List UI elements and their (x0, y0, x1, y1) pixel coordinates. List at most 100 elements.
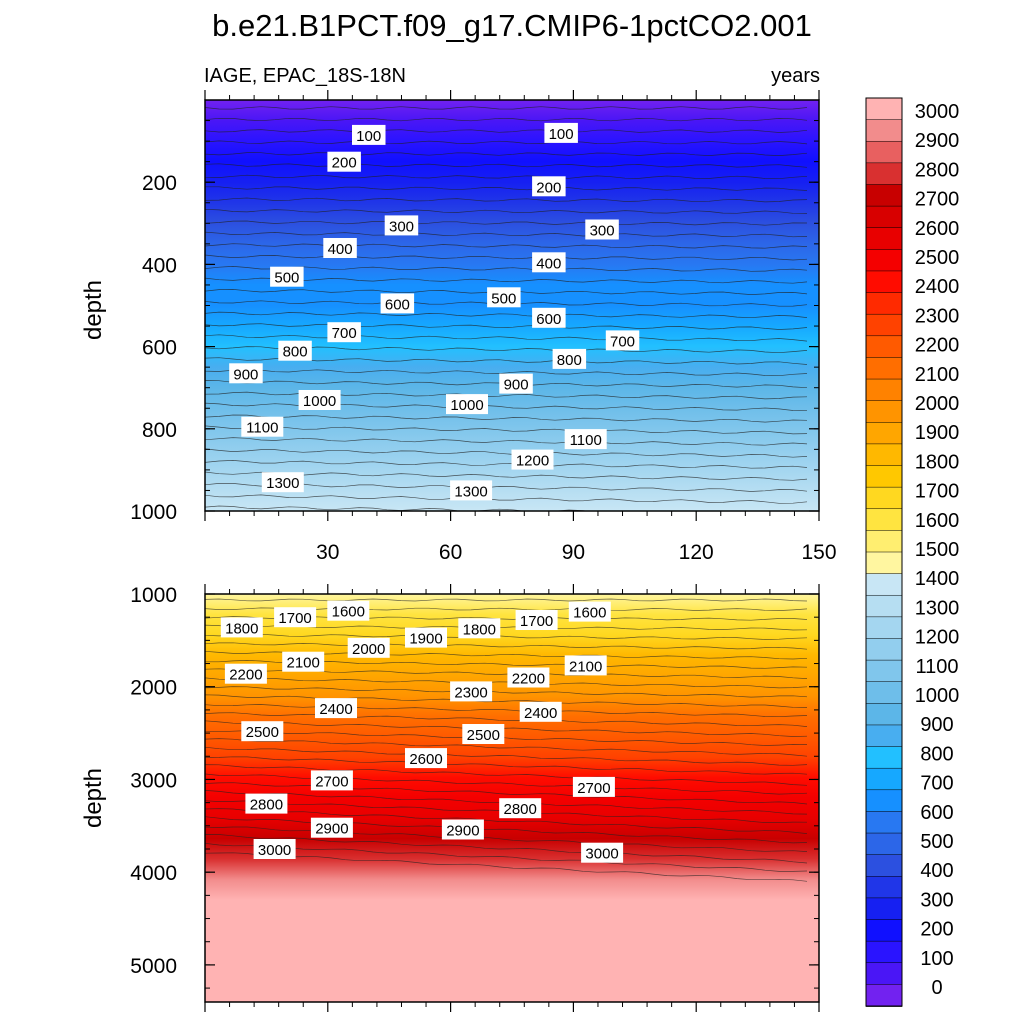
contour-label-box (450, 480, 493, 501)
y-tick-label: 3000 (130, 770, 177, 793)
contour-label-box (327, 322, 361, 343)
contour-label-box (323, 238, 357, 258)
contour-label: 200 (536, 179, 561, 196)
x-tick-label: 30 (316, 541, 339, 564)
colorbar-segment (865, 227, 903, 251)
contour-label-box (552, 348, 587, 369)
colorbar-segment (865, 422, 903, 445)
colorbar-segment (865, 313, 903, 337)
lower-contour-labels: 1600 1600 1700 1700 1800 1800 1900 2000 2100 2100… (220, 600, 624, 863)
contour-label-box (519, 701, 562, 722)
colorbar-segment (865, 465, 903, 488)
colorbar-segment (865, 746, 903, 770)
contour-label: 500 (274, 270, 299, 287)
contour-label: 800 (557, 352, 582, 369)
contour-label: 700 (610, 333, 635, 350)
contour-label-box (568, 601, 611, 622)
upper-contour-line (205, 163, 808, 168)
y-tick-label: 1000 (130, 584, 177, 607)
colorbar-segment (865, 984, 903, 1007)
contour-label: 2600 (409, 751, 442, 768)
units-label: years (771, 65, 820, 87)
contour-label: 2200 (512, 671, 545, 688)
colorbar-segment (865, 530, 903, 553)
upper-contour-lines (205, 106, 808, 511)
contour-label-box (515, 610, 558, 630)
lower-contour-line (205, 834, 808, 864)
y-tick-label: 2000 (130, 677, 177, 700)
contour-label: 600 (385, 296, 410, 313)
contour-label: 300 (389, 218, 414, 235)
contour-label-box (499, 373, 533, 394)
lower-contour-line (205, 808, 808, 834)
contour-label: 1600 (332, 604, 365, 621)
contour-label: 3000 (258, 842, 291, 859)
contour-label: 1000 (450, 397, 483, 414)
lower-contour-line (205, 816, 808, 844)
colorbar-segment (865, 724, 903, 748)
contour-label-box (278, 340, 312, 361)
lower-plot-frame (204, 593, 820, 1003)
contour-label-box (532, 307, 566, 328)
upper-contour-line (205, 402, 808, 412)
colorbar-segment (865, 508, 903, 532)
colorbar-segment (865, 811, 903, 834)
contour-label: 1700 (278, 610, 311, 627)
colorbar-segment (865, 789, 903, 813)
colorbar-label: 2800 (915, 159, 960, 181)
upper-contour-line (205, 140, 808, 145)
contour-label: 1100 (246, 420, 278, 437)
colorbar-label: 1600 (915, 510, 960, 532)
contour-label-box (241, 416, 284, 437)
contour-label: 700 (332, 325, 357, 342)
y-tick-label: 1000 (130, 501, 177, 524)
contour-label-box (532, 252, 566, 273)
lower-contour-line (205, 738, 808, 757)
colorbar-label: 1500 (915, 539, 960, 561)
contour-label: 600 (536, 311, 561, 328)
contour-label-box (229, 363, 263, 384)
y-tick-label: 4000 (130, 862, 177, 885)
colorbar-frame (865, 97, 903, 1007)
upper-contour-line (205, 186, 808, 191)
contour-label-box (405, 748, 447, 769)
lower-contour-line (205, 782, 808, 805)
contour-label: 900 (233, 366, 258, 383)
y-tick-label: 600 (142, 337, 177, 360)
colorbar-segment (865, 486, 903, 510)
contour-label: 1200 (516, 453, 549, 470)
contour-label: 2300 (454, 684, 487, 701)
contour-label-box (581, 842, 624, 863)
colorbar-label: 2000 (915, 393, 960, 415)
colorbar-segment (865, 378, 903, 402)
colorbar-segment (865, 400, 903, 424)
colorbar-label: 1900 (915, 422, 960, 444)
colorbar-label: 2200 (915, 335, 960, 357)
lower-axis-ticks: 1000 2000 3000 4000 5000 (130, 584, 820, 1012)
lower-contour-line (205, 694, 808, 708)
contour-label-box (384, 215, 419, 236)
colorbar: 3000290028002700260025002400230022002100… (865, 97, 960, 1007)
colorbar-label: 100 (920, 948, 953, 970)
x-tick-label: 120 (679, 541, 714, 564)
contour-label-box (544, 122, 578, 143)
contour-label: 2900 (446, 823, 479, 840)
contour-label-box (405, 627, 447, 648)
contour-label: 1800 (463, 621, 496, 638)
colorbar-segment (865, 876, 903, 899)
y-tick-label: 5000 (130, 955, 177, 978)
contour-label-box (347, 637, 390, 658)
colorbar-label: 1300 (915, 597, 960, 619)
colorbar-label: 400 (920, 860, 953, 882)
y-tick-label: 400 (142, 254, 177, 277)
colorbar-segment (865, 940, 903, 964)
contour-label-box (241, 721, 284, 742)
upper-contour-line (205, 460, 808, 469)
lower-panel: 1600 1600 1700 1700 1800 1800 1900 2000 2100 2100… (80, 584, 820, 1012)
y-tick-label: 200 (142, 172, 177, 195)
contour-label-box (274, 607, 317, 628)
y-tick-label: 800 (142, 419, 177, 442)
contour-label: 2200 (229, 667, 262, 684)
colorbar-segment (865, 919, 903, 942)
